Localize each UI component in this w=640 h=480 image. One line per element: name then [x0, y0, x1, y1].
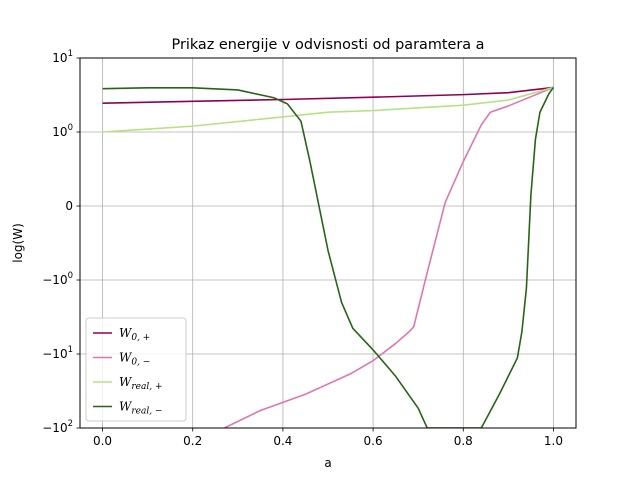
series-layer [102, 86, 555, 428]
y-tick-exponent: 0 [68, 123, 73, 133]
legend-label-1: W0, − [119, 351, 150, 368]
y-tick-label: 100 [52, 123, 73, 139]
legend-label-main: W [119, 326, 133, 340]
x-tick-label: 0.8 [454, 434, 473, 448]
y-axis-label: log(W) [11, 223, 25, 263]
x-tick-label: 0.4 [273, 434, 292, 448]
legend-box [85, 317, 187, 422]
grid [80, 57, 576, 429]
legend: W0, +W0, −Wreal, +Wreal, − [85, 317, 187, 422]
legend-label-3: Wreal, − [119, 400, 162, 417]
y-tick-label: −100 [42, 271, 73, 287]
y-tick-base: −10 [42, 421, 67, 435]
y-tick-label: −101 [42, 345, 73, 361]
legend-label-2: Wreal, + [119, 375, 162, 392]
y-tick-label: 0 [65, 199, 73, 213]
legend-label-sub: 0, + [131, 333, 150, 343]
legend-label-sub: 0, − [131, 358, 150, 368]
series-line-1 [223, 86, 554, 428]
y-tick-base: 10 [52, 51, 67, 65]
y-tick-base: −10 [42, 347, 67, 361]
legend-label-sub: real, + [131, 382, 162, 392]
legend-label-main: W [119, 351, 133, 365]
y-tick-exponent: 2 [68, 419, 73, 429]
x-tick-label: 0.0 [93, 434, 112, 448]
legend-label-main: W [119, 400, 133, 414]
x-axis: 0.0 0.2 0.4 0.6 0.8 1.0 [93, 428, 563, 448]
series-line-0 [102, 86, 554, 104]
legend-label-main: W [119, 375, 133, 389]
y-tick-exponent: 1 [68, 49, 73, 59]
y-tick-label: 101 [52, 49, 73, 65]
plot-frame [79, 57, 577, 429]
x-axis-label: a [324, 456, 331, 470]
x-tick-label: 1.0 [544, 434, 563, 448]
y-tick-base: 10 [52, 125, 67, 139]
y-tick-base: 0 [65, 199, 73, 213]
series-line-3 [102, 86, 555, 428]
x-tick-label: 0.6 [364, 434, 383, 448]
y-tick-exponent: 0 [68, 271, 73, 281]
y-tick-exponent: 1 [68, 345, 73, 355]
legend-label-0: W0, + [119, 326, 150, 343]
x-tick-label: 0.2 [183, 434, 202, 448]
y-tick-base: −10 [42, 273, 67, 287]
legend-label-sub: real, − [131, 407, 162, 417]
chart-title: Prikaz energije v odvisnosti od paramter… [172, 37, 485, 53]
series-line-2 [102, 86, 554, 133]
y-tick-label: −102 [42, 419, 73, 435]
